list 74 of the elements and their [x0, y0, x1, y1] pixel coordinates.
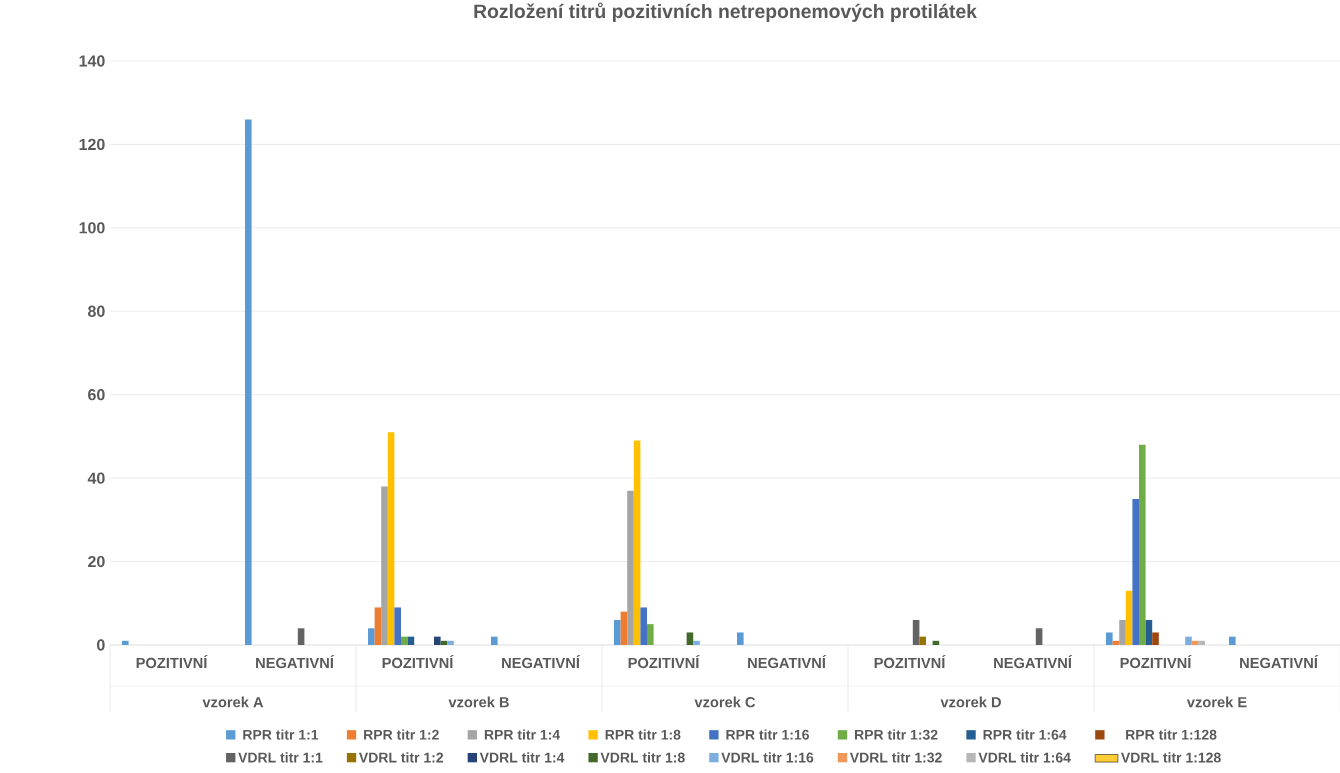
bar: [245, 119, 252, 645]
bar: [368, 628, 375, 645]
bar: [1229, 636, 1236, 645]
text: vzorek C: [694, 696, 756, 708]
x-tick-label: NEGATIVNÍ: [502, 655, 581, 669]
bar: [627, 490, 634, 645]
legend-label: VDRL titr 1:1: [238, 752, 323, 763]
x-tick-label: POZITIVNÍ: [874, 655, 946, 669]
bar: [1198, 640, 1206, 645]
bar: [394, 607, 401, 645]
legend-label: VDRL titr 1:64: [978, 752, 1071, 763]
y-tick-label: 20: [88, 555, 105, 568]
bar: [693, 640, 700, 645]
bar: [1106, 632, 1113, 645]
x-tick-label: POZITIVNÍ: [1120, 655, 1192, 669]
text: vzorek B: [448, 696, 509, 708]
bar: [1119, 619, 1126, 645]
bar: [1132, 498, 1140, 645]
y-tick-label: 60: [88, 389, 105, 401]
bar: [387, 432, 395, 645]
legend-label: VDRL titr 1:8: [600, 752, 685, 763]
text: vzorek A: [202, 696, 264, 708]
y-tick-label: 40: [87, 472, 105, 484]
legend-label: RPR titr 1:16: [726, 729, 809, 740]
legend-label: RPR titr 1:2: [364, 729, 439, 740]
legend-label: VDRL titr 1:32: [849, 752, 942, 763]
bar: [381, 486, 388, 645]
y-tick-label: 0: [97, 639, 105, 651]
y-tick-label: 100: [79, 222, 105, 234]
y-tick-label: 80: [88, 305, 105, 317]
y-tick-label: 120: [79, 138, 105, 151]
bar: [491, 636, 498, 645]
bar: [297, 628, 305, 645]
chart-title: Rozložení titrů pozitivních netreponemových protilátek: [474, 2, 977, 22]
legend-label: VDRL titr 1:16: [721, 752, 814, 763]
x-tick-label: NEGATIVNÍ: [256, 655, 335, 669]
bar: [614, 619, 621, 645]
bar: [447, 640, 454, 645]
legend-label: RPR titr 1:4: [484, 729, 561, 740]
y-tick-label: 140: [79, 55, 105, 67]
bar: [647, 624, 654, 645]
bar: [912, 619, 920, 645]
bar: [1035, 628, 1043, 645]
legend-label: RPR titr 1:1: [243, 729, 319, 740]
bar: [401, 636, 408, 645]
x-tick-label: POZITIVNÍ: [382, 655, 454, 669]
bar: [640, 607, 648, 645]
bar: [122, 640, 129, 645]
bar: [620, 611, 628, 645]
legend-label: VDRL titr 1:4: [479, 752, 565, 763]
bar: [737, 632, 744, 645]
x-tick-label: NEGATIVNÍ: [748, 655, 827, 669]
bar: [1125, 590, 1133, 645]
x-tick-label: POZITIVNÍ: [136, 655, 208, 669]
x-tick-label: NEGATIVNÍ: [1240, 655, 1319, 669]
text: vzorek E: [1186, 696, 1247, 708]
legend-label: RPR titr 1:32: [855, 729, 938, 740]
legend-label: VDRL titr 1:128: [1121, 752, 1221, 763]
x-tick-label: NEGATIVNÍ: [994, 655, 1073, 669]
bar: [1145, 619, 1153, 645]
bar: [686, 632, 694, 645]
x-tick-label: POZITIVNÍ: [628, 655, 700, 669]
bar: [374, 607, 382, 645]
legend-label: RPR titr 1:64: [983, 729, 1067, 740]
legend-label: VDRL titr 1:2: [358, 752, 444, 763]
text: vzorek D: [940, 696, 1001, 708]
bar: [434, 636, 441, 645]
legend-label: RPR titr 1:128: [1126, 729, 1217, 740]
bar: [1185, 636, 1192, 645]
bar: [1139, 444, 1146, 645]
bar: [633, 440, 641, 645]
legend-label: RPR titr 1:8: [605, 729, 681, 740]
bar: [1152, 632, 1159, 645]
bar: [919, 636, 927, 645]
